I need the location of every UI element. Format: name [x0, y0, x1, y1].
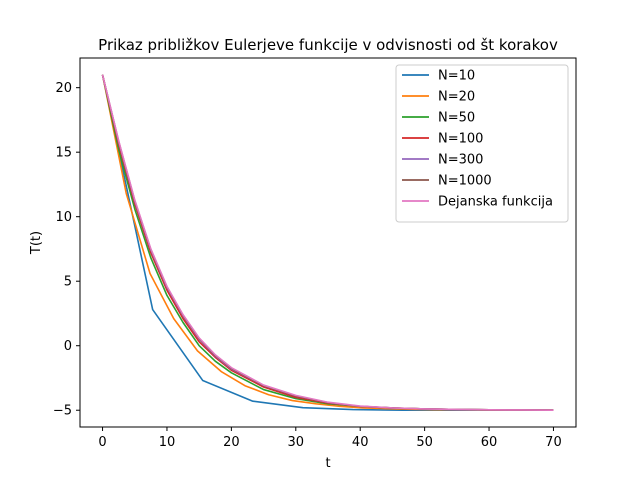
x-axis-label: t	[325, 456, 330, 471]
y-axis-label: T(t)	[29, 231, 44, 255]
legend-entry: N=10	[438, 69, 475, 84]
x-tick-label: 10	[159, 435, 176, 450]
legend-entry: Dejanska funkcija	[438, 195, 553, 210]
y-tick-label: −5	[53, 404, 72, 419]
legend-entry: N=1000	[438, 174, 492, 189]
x-tick-label: 60	[481, 435, 498, 450]
y-tick-label: 10	[55, 210, 72, 225]
chart-title: Prikaz približkov Eulerjeve funkcije v o…	[98, 36, 558, 54]
plot-area	[101, 74, 554, 412]
y-tick-label: 20	[55, 81, 72, 96]
x-tick-label: 70	[545, 435, 562, 450]
x-axis: 0 10 20 30 40 50 60 70	[98, 427, 562, 450]
legend-entry: N=300	[438, 153, 483, 168]
y-tick-label: 0	[64, 339, 72, 354]
legend-entry: N=20	[438, 90, 475, 105]
x-tick-label: 50	[416, 435, 433, 450]
x-tick-label: 20	[223, 435, 240, 450]
x-tick-label: 30	[288, 435, 305, 450]
legend: N=10 N=20 N=50 N=100 N=300 N=1000 Dejanska fun…	[395, 64, 569, 223]
y-axis: −5 0 5 10 15 20	[53, 81, 80, 419]
legend-box	[395, 64, 569, 223]
legend-entry: N=100	[438, 132, 483, 147]
y-tick-label: 15	[55, 146, 72, 161]
x-tick-label: 40	[352, 435, 369, 450]
legend-entry: N=50	[438, 111, 475, 126]
series-line-6	[101, 74, 554, 412]
x-tick-label: 0	[98, 435, 106, 450]
plot-frame	[79, 57, 577, 428]
y-tick-label: 5	[64, 275, 72, 290]
